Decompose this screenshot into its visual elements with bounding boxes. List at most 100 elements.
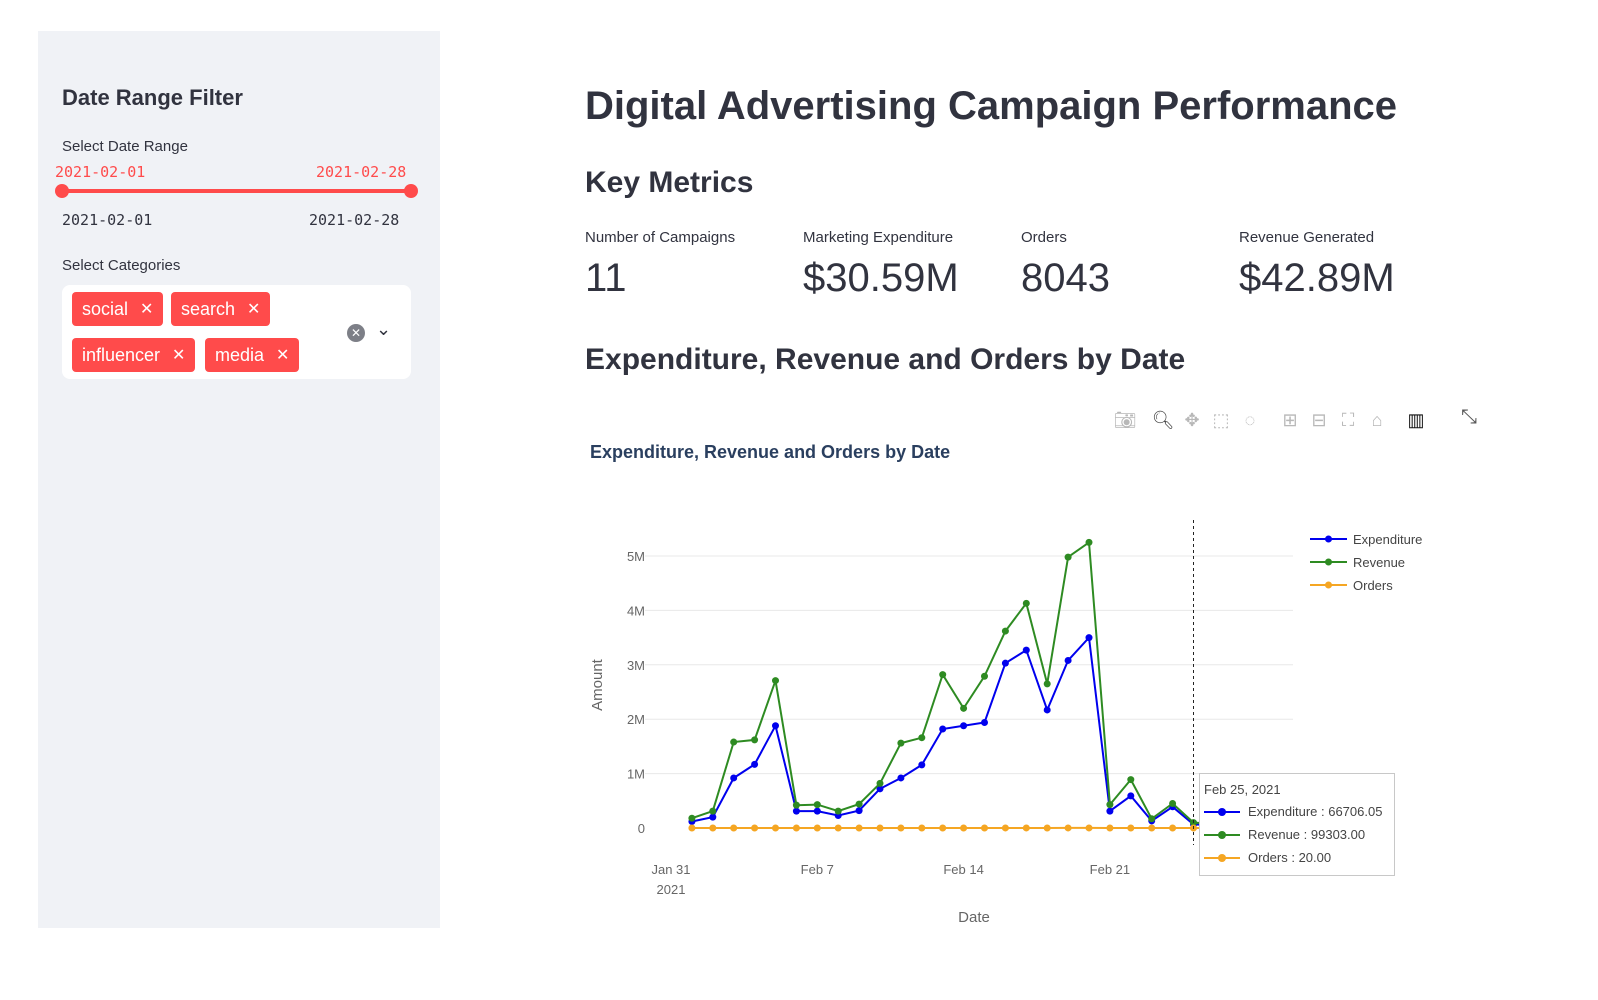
data-point-expenditure xyxy=(897,774,905,782)
data-point-revenue xyxy=(751,736,759,744)
y-tick-label: 5M xyxy=(627,549,645,564)
remove-tag-icon[interactable]: ✕ xyxy=(172,347,186,364)
data-point-orders xyxy=(876,824,884,832)
plotly-logo-icon[interactable]: ▥ xyxy=(1407,410,1425,430)
pan-icon[interactable]: ✥ xyxy=(1184,410,1200,430)
data-point-revenue xyxy=(688,814,696,822)
x-tick-label: Feb 21 xyxy=(1090,862,1130,877)
box-select-icon[interactable]: ⬚ xyxy=(1212,410,1230,430)
data-point-revenue xyxy=(1064,553,1072,561)
data-point-orders xyxy=(709,824,717,832)
tooltip-date: Feb 25, 2021 xyxy=(1204,782,1281,797)
home-icon[interactable]: ⌂ xyxy=(1371,410,1383,430)
tooltip-row-orders: Orders : 20.00 xyxy=(1204,850,1331,865)
data-point-expenditure xyxy=(730,774,738,782)
metric-value-campaigns: 11 xyxy=(585,256,627,300)
metric-label-expenditure: Marketing Expenditure xyxy=(803,229,954,246)
data-point-orders xyxy=(813,824,821,832)
clear-all-icon[interactable]: ✕ xyxy=(347,324,365,342)
series-line-revenue xyxy=(691,540,1215,825)
data-point-expenditure xyxy=(792,807,800,815)
data-point-expenditure xyxy=(1085,634,1093,642)
x-tick-label: Feb 14 xyxy=(943,862,983,877)
data-point-orders xyxy=(855,824,863,832)
data-point-revenue xyxy=(918,734,926,742)
data-point-revenue xyxy=(1001,627,1009,635)
chevron-down-icon[interactable]: ⌄ xyxy=(376,319,392,339)
data-point-orders xyxy=(1148,824,1156,832)
data-point-revenue xyxy=(1169,800,1177,808)
tag-influencer[interactable]: influencer ✕ xyxy=(72,338,196,372)
data-point-orders xyxy=(1106,824,1114,832)
tag-label: influencer xyxy=(82,344,161,365)
slider-end-value: 2021-02-28 xyxy=(316,163,407,181)
tooltip-row-revenue: Revenue : 99303.00 xyxy=(1204,827,1365,842)
data-point-orders xyxy=(1127,824,1135,832)
date-range-slider[interactable] xyxy=(62,189,411,193)
y-axis-title: Amount xyxy=(589,658,606,711)
legend-label-orders: Orders xyxy=(1353,578,1393,593)
data-point-orders xyxy=(792,824,800,832)
y-tick-label: 0 xyxy=(638,821,645,836)
fullscreen-icon[interactable]: ⤡ xyxy=(1461,406,1477,428)
legend-label-revenue: Revenue xyxy=(1353,555,1405,570)
data-point-orders xyxy=(688,824,696,832)
x-tick-label: Feb 7 xyxy=(801,862,834,877)
metric-value-orders: 8043 xyxy=(1021,256,1110,300)
line-chart[interactable]: 0 1M 2M 3M 4M 5M Jan 31 2021 Feb 7 Feb 14 Feb 21 Da… xyxy=(585,470,1465,940)
categories-multiselect[interactable]: social ✕ search ✕ influencer ✕ media ✕ ✕ ⌄ xyxy=(62,285,411,379)
data-point-orders xyxy=(751,824,759,832)
categories-label: Select Categories xyxy=(62,257,181,274)
x-axis-title: Date xyxy=(958,909,990,926)
data-point-revenue xyxy=(1043,680,1051,688)
data-point-orders xyxy=(1169,824,1177,832)
data-point-revenue xyxy=(897,739,905,747)
data-point-expenditure xyxy=(981,718,988,726)
metrics-heading: Key Metrics xyxy=(585,166,754,199)
lasso-select-icon[interactable]: ◌ xyxy=(1244,410,1256,430)
metric-value-revenue: $42.89M xyxy=(1239,256,1395,300)
slider-start-handle[interactable] xyxy=(55,184,69,198)
hover-tooltip: Feb 25, 2021 Expenditure : 66706.05 Reve… xyxy=(1199,773,1395,876)
zoom-icon[interactable]: 🔍︎ xyxy=(1151,410,1175,430)
data-point-expenditure xyxy=(855,807,863,815)
data-point-orders xyxy=(981,824,988,832)
tag-label: media xyxy=(215,344,265,365)
data-point-revenue xyxy=(1127,776,1135,784)
x-tick-label: 2021 xyxy=(657,882,686,897)
y-tick-label: 2M xyxy=(627,712,645,727)
data-point-expenditure xyxy=(918,761,926,769)
chart-heading: Expenditure, Revenue and Orders by Date xyxy=(585,343,1186,376)
data-point-revenue xyxy=(792,801,800,809)
legend-label-expenditure: Expenditure xyxy=(1353,532,1422,547)
tag-search[interactable]: search ✕ xyxy=(171,292,271,326)
metric-label-campaigns: Number of Campaigns xyxy=(585,229,736,246)
remove-tag-icon[interactable]: ✕ xyxy=(276,347,290,364)
data-point-orders xyxy=(1085,824,1093,832)
data-point-orders xyxy=(1043,824,1051,832)
data-point-revenue xyxy=(834,807,842,815)
tag-social[interactable]: social ✕ xyxy=(72,292,164,326)
metric-label-revenue: Revenue Generated xyxy=(1239,229,1375,246)
data-point-expenditure xyxy=(939,725,947,733)
data-point-orders xyxy=(918,824,926,832)
data-point-revenue xyxy=(1148,815,1156,823)
data-point-orders xyxy=(960,824,968,832)
y-tick-label: 4M xyxy=(627,603,645,618)
metric-label-orders: Orders xyxy=(1021,229,1067,246)
camera-icon[interactable]: 📷︎ xyxy=(1113,410,1137,430)
x-tick-label: Jan 31 xyxy=(651,862,690,877)
data-point-orders xyxy=(939,824,947,832)
autoscale-icon[interactable]: ⛶ xyxy=(1341,410,1355,430)
slider-end-handle[interactable] xyxy=(404,184,418,198)
tag-media[interactable]: media ✕ xyxy=(205,338,300,372)
zoom-out-icon[interactable]: ⊟ xyxy=(1311,410,1327,430)
data-point-expenditure xyxy=(772,722,779,730)
zoom-in-icon[interactable]: ⊞ xyxy=(1282,410,1298,430)
data-point-revenue xyxy=(1106,801,1114,809)
data-point-orders xyxy=(730,824,738,832)
remove-tag-icon[interactable]: ✕ xyxy=(247,301,261,318)
remove-tag-icon[interactable]: ✕ xyxy=(140,301,154,318)
data-point-revenue xyxy=(709,807,717,815)
series-line-expenditure xyxy=(691,635,1215,827)
